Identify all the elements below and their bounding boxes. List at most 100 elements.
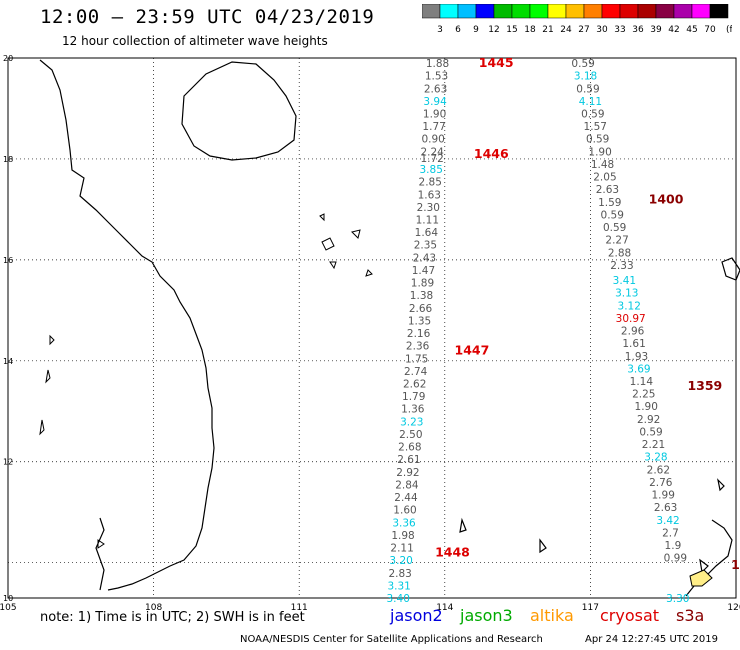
wave-height-value: 2.92: [637, 414, 660, 426]
credit-line: NOAA/NESDIS Center for Satellite Applica…: [240, 634, 543, 645]
wave-height-value: 0.59: [639, 426, 662, 438]
wave-height-value: 3.18: [574, 71, 597, 83]
wave-height-value: 1.79: [402, 391, 425, 403]
wave-height-value: 3.20: [389, 555, 412, 567]
satellite-cryosat: cryosat: [600, 606, 660, 625]
legend-label: 15: [506, 25, 517, 35]
legend-label: 27: [578, 25, 589, 35]
wave-height-value: 2.61: [397, 454, 420, 466]
wave-height-value: 2.96: [621, 326, 645, 338]
wave-height-value: 4.11: [579, 96, 602, 108]
lon-label: 120: [727, 603, 740, 613]
wave-height-value: 2.63: [424, 83, 447, 95]
page-title: 12:00 – 23:59 UTC 04/23/2019: [40, 6, 375, 28]
track-1: 1.881.532.633.941.901.770.902.241.723.85…: [387, 58, 450, 605]
wave-height-value: 2.25: [632, 389, 655, 401]
wave-height-value: 1.35: [408, 315, 431, 327]
lon-label: 105: [0, 603, 17, 613]
wave-height-value: 1.9: [665, 540, 682, 552]
wave-height-value: 0.59: [571, 58, 594, 70]
lat-label: 14: [3, 357, 13, 366]
legend-label: 24: [560, 25, 572, 35]
lat-label: 16: [3, 256, 13, 265]
legend-label: 33: [614, 25, 625, 35]
pass-number: 13: [731, 557, 740, 572]
wave-height-value: 3.28: [644, 452, 667, 464]
wave-height-value: 1.63: [418, 189, 441, 201]
legend-label: 30: [596, 25, 608, 35]
lon-label: 111: [291, 603, 308, 613]
wave-height-value: 2.62: [647, 464, 670, 476]
pass-numbers: 1445 1446 1447 1448 1400 1359 13: [435, 55, 740, 572]
wave-height-value: 3.85: [420, 164, 443, 176]
pass-number: 1448: [435, 545, 470, 560]
lat-label: 20: [3, 54, 13, 63]
wave-height-value: 1.72: [420, 153, 443, 165]
wave-height-value: 0.59: [601, 209, 624, 221]
wave-height-value: 3.12: [618, 300, 641, 312]
wave-height-value: 1.47: [412, 265, 435, 277]
wave-height-value: 1.38: [410, 290, 433, 302]
wave-height-value: 2.63: [596, 184, 619, 196]
wave-height-value: 0.59: [581, 109, 604, 121]
pass-number: 1447: [455, 343, 490, 358]
wave-height-value: 3.42: [656, 515, 679, 527]
pass-number: 1446: [474, 146, 509, 161]
wave-height-value: 0.99: [664, 553, 687, 565]
wave-height-value: 1.90: [635, 401, 658, 413]
wave-height-value: 3.41: [613, 275, 636, 287]
wave-height-value: 2.24: [420, 146, 444, 158]
wave-height-value: 3.40: [387, 593, 410, 605]
wave-height-value: 2.50: [399, 429, 422, 441]
wave-height-value: 2.33: [610, 260, 633, 272]
legend-label: 21: [542, 25, 553, 35]
wave-height-value: 1.61: [622, 338, 645, 350]
paracel-islands: [319, 213, 373, 277]
philippines-coast: [459, 257, 740, 597]
pass-number: 1445: [479, 55, 514, 70]
wave-height-value: 1.88: [426, 58, 449, 70]
wave-height-value: 2.16: [407, 328, 431, 340]
wave-height-value: 2.85: [419, 177, 442, 189]
legend-label: 9: [473, 25, 479, 35]
hainan-island: [181, 61, 297, 161]
wave-height-value: 2.44: [394, 492, 418, 504]
vietnam-islands: [39, 334, 105, 549]
satellite-s3a: s3a: [676, 606, 705, 625]
legend-label: 12: [488, 25, 499, 35]
wave-height-value: 1.53: [425, 71, 448, 83]
wave-height-value: 1.89: [411, 278, 434, 290]
legend-label: 39: [650, 25, 662, 35]
wave-height-value: 3.36: [392, 517, 416, 529]
wave-height-value: 1.93: [625, 351, 648, 363]
wave-height-value: 3.31: [387, 580, 410, 592]
satellite-jason3: jason3: [460, 606, 513, 625]
legend-unit: (ft): [726, 25, 732, 35]
wave-height-value: 1.98: [391, 530, 414, 542]
track-2: 0.593.180.594.110.591.570.591.901.482.05…: [571, 58, 689, 605]
wave-height-value: 2.88: [608, 247, 631, 259]
wave-height-value: 1.36: [401, 404, 425, 416]
wave-height-value: 30.97: [616, 313, 646, 325]
timestamp: Apr 24 12:27:45 UTC 2019: [585, 634, 718, 645]
wave-height-value: 1.99: [652, 490, 675, 502]
lon-label: 117: [582, 603, 599, 613]
palawan-fill: [689, 569, 713, 587]
wave-height-value: 0.59: [576, 83, 599, 95]
wave-height-value: 1.48: [591, 159, 614, 171]
wave-height-value: 2.35: [414, 240, 437, 252]
wave-height-value: 3.23: [400, 416, 423, 428]
wave-height-value: 2.74: [404, 366, 428, 378]
wave-height-value: 2.36: [406, 341, 430, 353]
altimeter-tracks: 1.881.532.633.941.901.770.902.241.723.85…: [387, 58, 690, 605]
lat-label: 18: [3, 155, 13, 164]
map-grid: [7, 57, 737, 599]
wave-height-value: 2.21: [642, 439, 665, 451]
wave-height-value: 2.76: [649, 477, 673, 489]
axis-labels: 105 108 111 114 117 120 20 18 16 14 12 10: [0, 54, 740, 613]
lon-label: 114: [436, 603, 453, 613]
wave-height-value: 2.84: [395, 479, 419, 491]
wave-height-value: 1.14: [630, 376, 654, 388]
satellite-jason2: jason2: [390, 606, 443, 625]
